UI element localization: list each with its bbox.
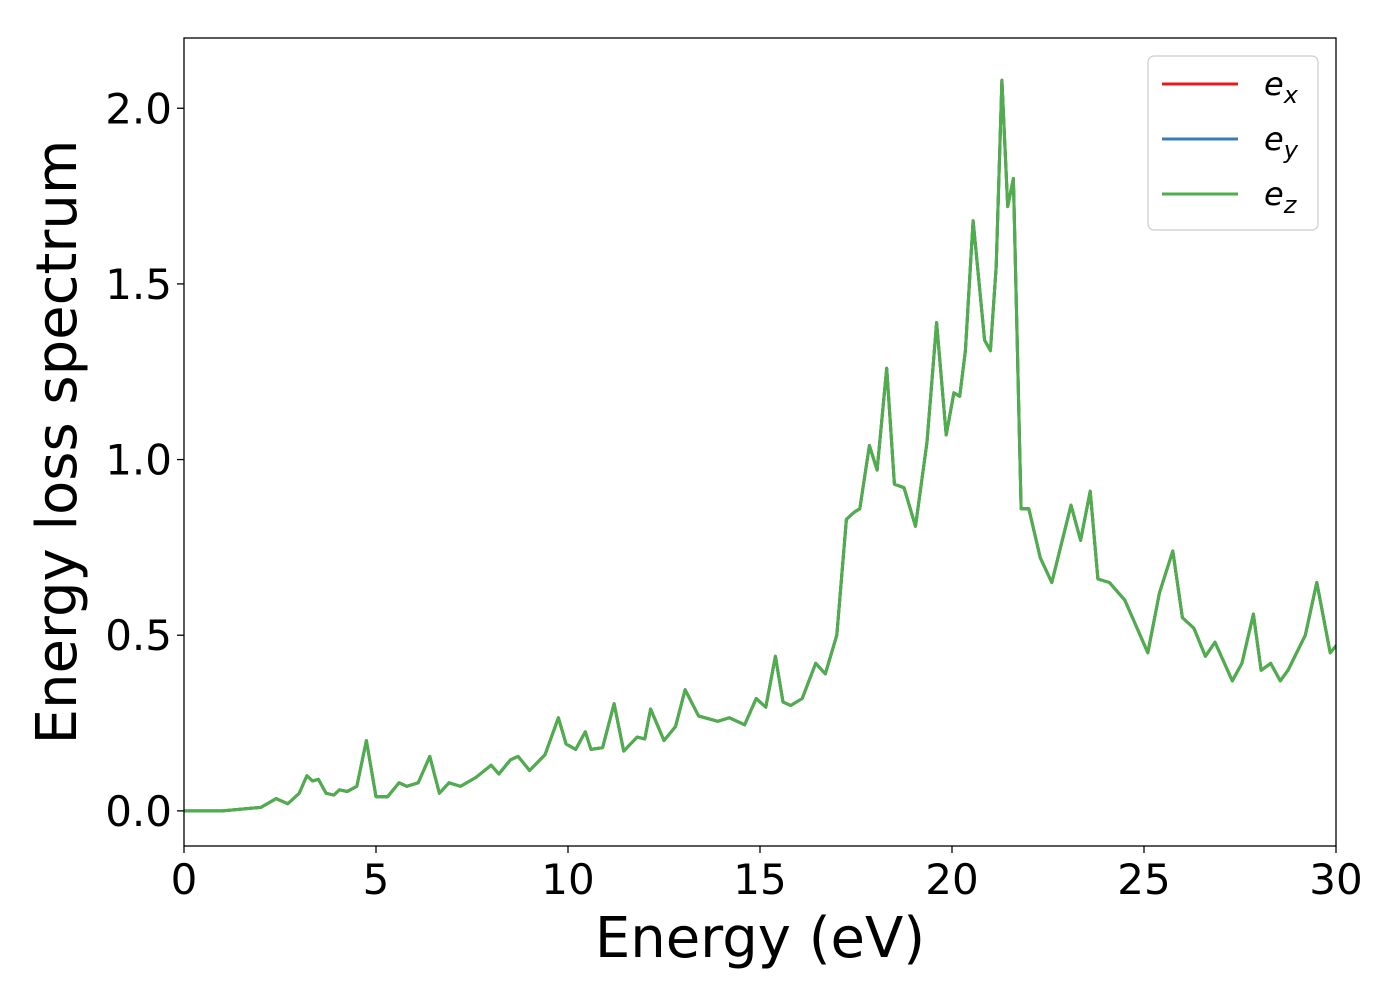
- y-axis: 0.0 0.5 1.0 1.5 2.0: [105, 84, 184, 836]
- x-tick-label: 5: [363, 855, 390, 904]
- y-tick-label: 1.0: [105, 436, 172, 485]
- legend: ex ey ez: [1147, 55, 1319, 231]
- legend-box: [1147, 55, 1319, 231]
- x-tick-label: 20: [925, 855, 978, 904]
- x-tick-label: 30: [1309, 855, 1362, 904]
- legend-label-ez: ez: [1264, 175, 1298, 219]
- y-tick-label: 2.0: [105, 84, 172, 133]
- x-axis: 0 5 10 15 20 25 30: [171, 846, 1363, 904]
- x-tick-label: 25: [1117, 855, 1170, 904]
- x-tick-label: 10: [541, 855, 594, 904]
- series-line-ez: [184, 78, 1336, 813]
- legend-label-ey: ey: [1264, 120, 1299, 164]
- x-tick-label: 0: [171, 855, 198, 904]
- y-tick-label: 1.5: [105, 260, 172, 309]
- series-layer: [184, 78, 1336, 813]
- legend-label-ex: ex: [1264, 65, 1299, 109]
- x-axis-title: Energy (eV): [595, 906, 925, 971]
- x-tick-label: 15: [733, 855, 786, 904]
- y-tick-label: 0.5: [105, 611, 172, 660]
- y-tick-label: 0.0: [105, 787, 172, 836]
- y-axis-title: Energy loss spectrum: [25, 140, 90, 745]
